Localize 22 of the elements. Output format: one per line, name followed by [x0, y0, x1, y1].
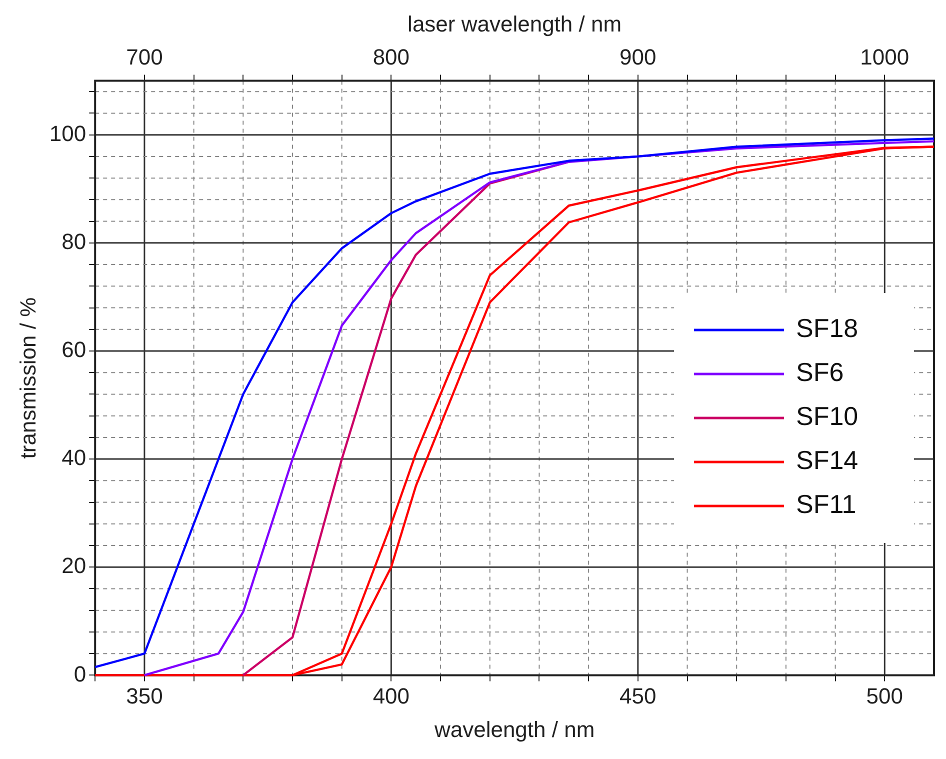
y-axis-title: transmission / %	[15, 297, 40, 459]
x-axis-title: wavelength / nm	[433, 716, 595, 742]
x-tick-label: 400	[372, 683, 410, 708]
x-tick-label: 500	[866, 683, 904, 708]
legend-label: SF10	[796, 401, 858, 432]
x2-tick-label: 700	[126, 44, 163, 70]
legend-label: SF14	[796, 445, 858, 476]
legend-label: SF6	[796, 357, 844, 388]
y-tick-label: 60	[62, 337, 86, 362]
legend-label: SF18	[796, 313, 858, 344]
y-tick-label: 20	[62, 553, 86, 578]
y-tick-label: 80	[62, 228, 86, 254]
y-tick-label: 40	[62, 445, 86, 470]
x-tick-label: 450	[620, 683, 656, 708]
x2-tick-label: 800	[372, 44, 410, 70]
x2-tick-label: 900	[620, 44, 656, 70]
x-tick-label: 350	[126, 683, 163, 708]
y-tick-label: 0	[74, 661, 86, 686]
legend-label: SF11	[796, 489, 856, 520]
x2-axis-title: laser wavelength / nm	[408, 11, 622, 36]
y-tick-label: 100	[49, 120, 86, 146]
x2-tick-label: 1000	[860, 44, 910, 70]
